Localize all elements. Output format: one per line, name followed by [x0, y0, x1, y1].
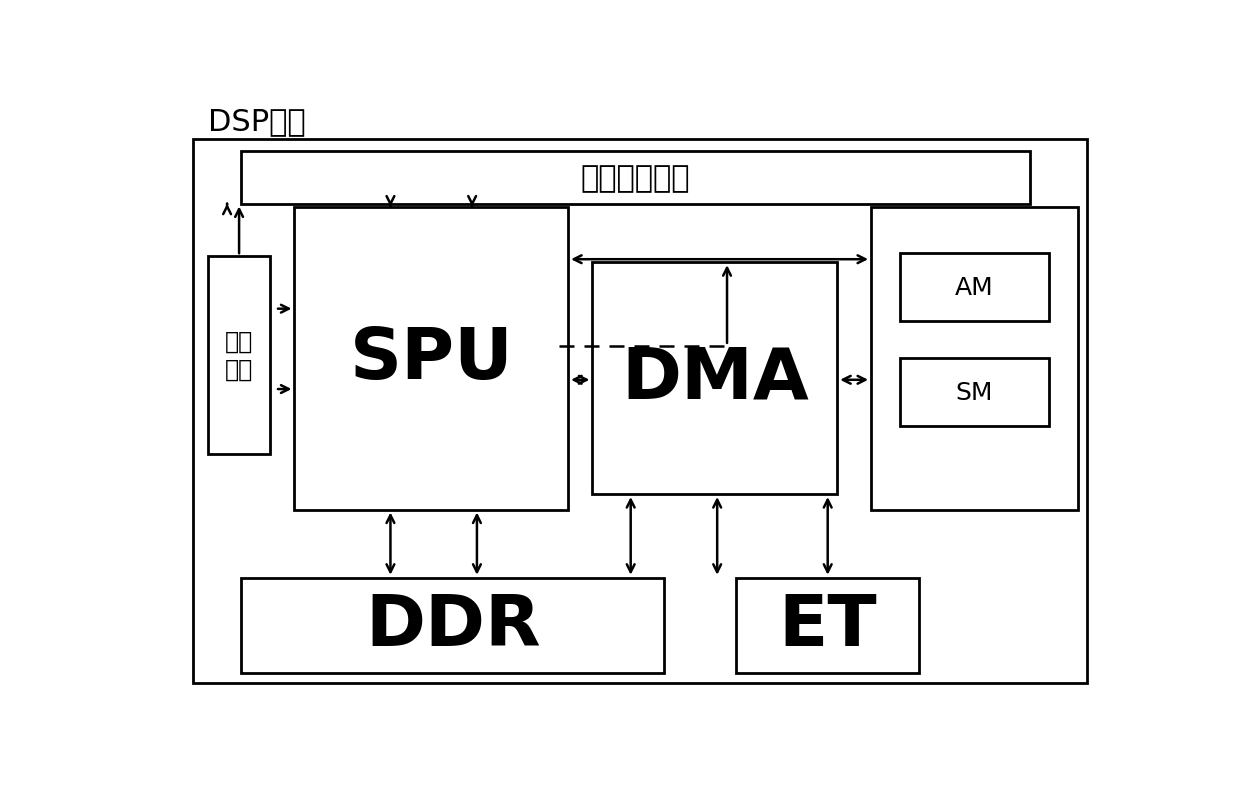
Bar	[242, 578, 665, 674]
Text: DMA: DMA	[621, 344, 808, 413]
Bar	[900, 253, 1049, 322]
Bar	[242, 152, 1029, 205]
Text: SPU: SPU	[350, 324, 513, 393]
Bar	[294, 208, 568, 510]
Text: 取址
单元: 取址 单元	[224, 330, 253, 382]
Bar	[193, 140, 1087, 683]
Text: SM: SM	[956, 381, 993, 405]
Bar	[737, 578, 919, 674]
Text: AM: AM	[955, 276, 993, 300]
Bar	[870, 208, 1078, 510]
Text: 指令派发单元: 指令派发单元	[580, 164, 691, 192]
Text: DSP单核: DSP单核	[208, 107, 305, 136]
Text: DDR: DDR	[365, 591, 541, 660]
Bar	[208, 257, 270, 455]
Text: ET: ET	[779, 591, 877, 660]
Bar	[900, 358, 1049, 427]
Bar	[593, 263, 837, 495]
